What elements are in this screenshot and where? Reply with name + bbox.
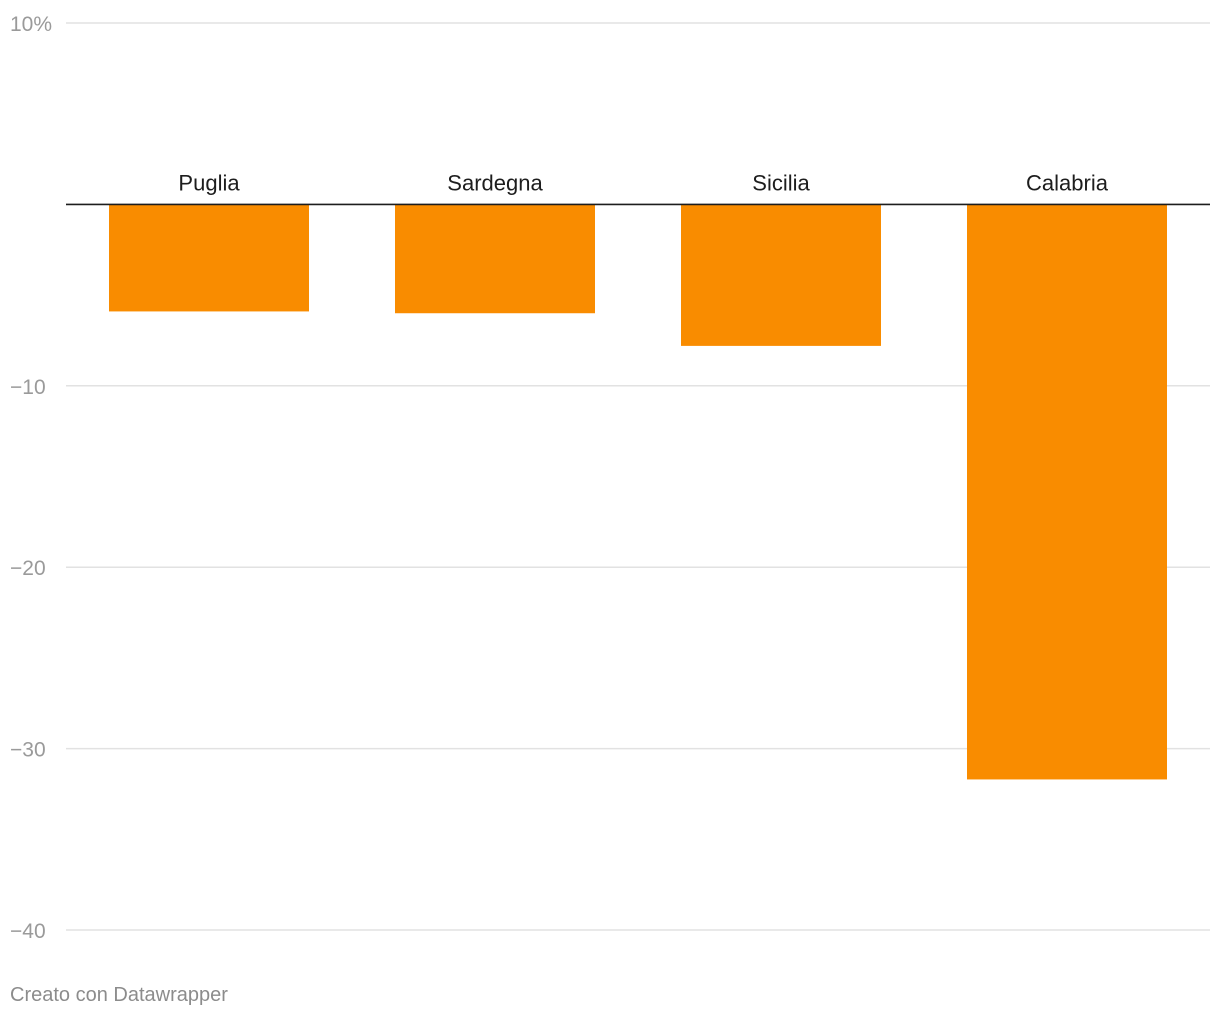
y-tick-label: −10 bbox=[10, 376, 46, 399]
y-tick-label: −40 bbox=[10, 920, 46, 943]
category-label-sicilia: Sicilia bbox=[752, 170, 810, 195]
category-label-calabria: Calabria bbox=[1026, 170, 1109, 195]
category-label-puglia: Puglia bbox=[178, 170, 240, 195]
category-labels: Puglia Sardegna Sicilia Calabria bbox=[178, 170, 1108, 195]
credit-text: Creato con Datawrapper bbox=[10, 984, 228, 1006]
y-tick-label: −20 bbox=[10, 557, 46, 580]
bar-calabria bbox=[967, 204, 1167, 780]
bar-sardegna bbox=[395, 204, 595, 314]
bar-puglia bbox=[109, 204, 309, 312]
y-tick-label: 10% bbox=[10, 13, 52, 36]
y-tick-label: −30 bbox=[10, 739, 46, 762]
category-label-sardegna: Sardegna bbox=[447, 170, 543, 195]
y-axis-ticks: 10% −10 −20 −30 −40 bbox=[10, 13, 52, 943]
bar-sicilia bbox=[681, 204, 881, 346]
bars bbox=[109, 204, 1167, 780]
